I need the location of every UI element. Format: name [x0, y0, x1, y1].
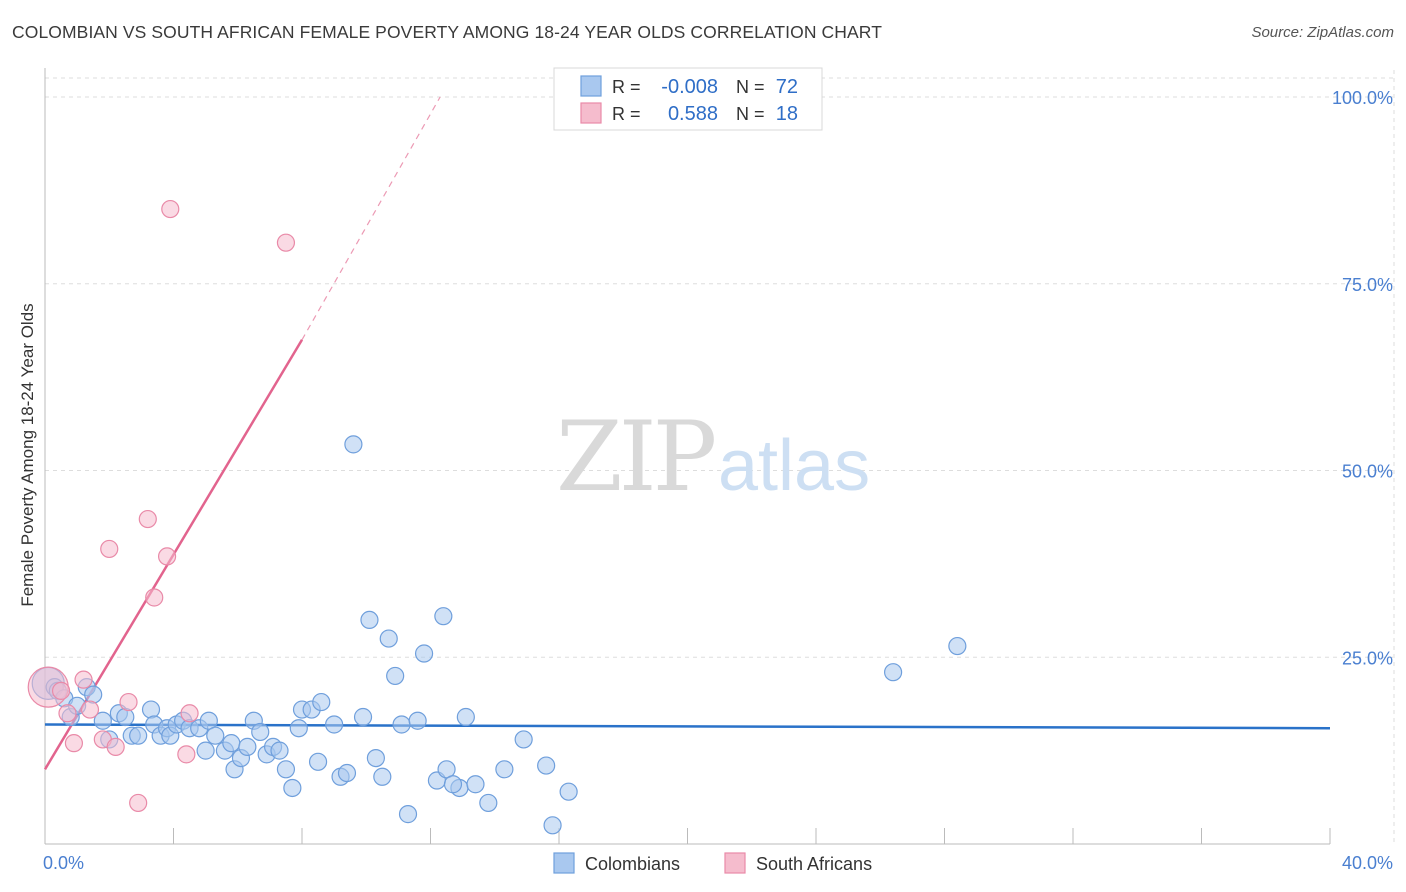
colombians-point	[948, 636, 967, 656]
colombians-point	[543, 816, 562, 835]
south-africans-point	[177, 745, 196, 764]
south-africans-point	[74, 670, 93, 689]
bottom-legend-swatch-south-africans	[724, 852, 746, 874]
tick-labels: 25.0% 50.0% 75.0% 100.0% 0.0% 40.0%	[43, 88, 1393, 873]
colombians-point	[93, 711, 112, 730]
south-africans-point	[106, 737, 125, 756]
colombians-point	[559, 782, 578, 801]
bottom-legend-label-south-africans: South Africans	[756, 854, 872, 874]
trend-line-colombians	[44, 723, 1331, 730]
south-africans-point	[129, 793, 148, 813]
legend-r-value-pink: 0.588	[668, 103, 718, 125]
south-africans-point	[51, 681, 71, 700]
legend-swatch-pink	[580, 102, 602, 124]
colombians-point	[466, 775, 485, 794]
colombians-point	[366, 748, 385, 768]
legend-n-value-pink: 18	[776, 103, 798, 125]
x-tick-label: 0.0%	[43, 853, 84, 873]
colombians-point	[84, 685, 103, 704]
colombians-point	[373, 767, 392, 786]
data-points	[27, 199, 967, 835]
colombians-point	[308, 752, 328, 771]
south-africans-point	[138, 509, 157, 529]
colombians-point	[386, 666, 405, 686]
colombians-point	[337, 763, 357, 783]
chart-title: COLOMBIAN VS SOUTH AFRICAN FEMALE POVERT…	[12, 22, 883, 42]
bottom-legend-swatch-colombians	[553, 852, 575, 874]
colombians-point	[206, 726, 225, 745]
colombians-point	[238, 737, 257, 756]
colombians-point	[141, 700, 161, 719]
south-africans-point	[119, 692, 138, 712]
watermark-atlas: atlas	[718, 426, 870, 506]
south-africans-point	[276, 233, 296, 252]
south-africans-point	[157, 547, 177, 566]
trend-line-south-africans-extension	[301, 96, 441, 341]
legend-r-label-blue: R =	[612, 77, 641, 97]
y-tick-label: 75.0%	[1342, 275, 1393, 295]
colombians-point	[408, 711, 427, 730]
south-africans-point	[145, 588, 164, 607]
colombians-point	[495, 760, 514, 779]
legend-swatch-blue	[580, 75, 602, 97]
south-africans-point	[58, 704, 77, 723]
source-label: Source: ZipAtlas.com	[1251, 24, 1394, 41]
south-africans-point	[64, 734, 84, 753]
colombians-point	[325, 715, 344, 734]
south-africans-point	[161, 199, 180, 219]
colombians-point	[270, 741, 289, 760]
south-africans-point	[80, 700, 100, 719]
legend-n-label-blue: N =	[736, 77, 765, 97]
colombians-point	[479, 793, 498, 813]
y-tick-label: 50.0%	[1342, 462, 1393, 482]
y-tick-label: 100.0%	[1332, 88, 1393, 108]
watermark-zip: ZIP	[556, 401, 715, 513]
colombians-point	[283, 778, 302, 798]
colombians-point	[353, 707, 373, 727]
watermark: ZIP atlas	[556, 401, 870, 513]
bottom-legend: Colombians South Africans	[553, 852, 872, 874]
legend-r-value-blue: -0.008	[661, 76, 718, 98]
colombians-point	[414, 644, 434, 663]
legend: R = -0.008 N = 72 R = 0.588 N = 18	[553, 67, 823, 131]
colombians-point	[392, 715, 411, 734]
colombians-point	[398, 805, 418, 824]
south-africans-point	[180, 704, 199, 723]
legend-n-value-blue: 72	[776, 76, 798, 98]
colombians-point	[251, 722, 270, 742]
colombians-point	[456, 707, 475, 727]
colombians-point	[883, 663, 903, 682]
colombians-point	[443, 775, 463, 794]
colombians-point	[276, 760, 296, 779]
x-tick-label: 40.0%	[1342, 853, 1393, 873]
colombians-point	[196, 741, 215, 760]
legend-r-label-pink: R =	[612, 104, 641, 124]
y-tick-label: 25.0%	[1342, 648, 1393, 668]
colombians-point	[222, 734, 241, 753]
colombians-point	[116, 707, 135, 727]
colombians-point	[537, 756, 556, 775]
colombians-point	[434, 607, 453, 626]
south-africans-point	[100, 539, 119, 559]
colombians-point	[360, 610, 379, 630]
colombians-point	[514, 730, 533, 749]
y-axis-label: Female Poverty Among 18-24 Year Olds	[18, 303, 37, 607]
legend-n-label-pink: N =	[736, 104, 765, 124]
bottom-legend-label-colombians: Colombians	[585, 854, 680, 874]
colombians-point	[379, 629, 398, 648]
colombians-point	[129, 726, 148, 745]
colombians-point	[344, 435, 363, 454]
colombians-point	[312, 692, 331, 712]
colombians-point	[289, 719, 308, 738]
